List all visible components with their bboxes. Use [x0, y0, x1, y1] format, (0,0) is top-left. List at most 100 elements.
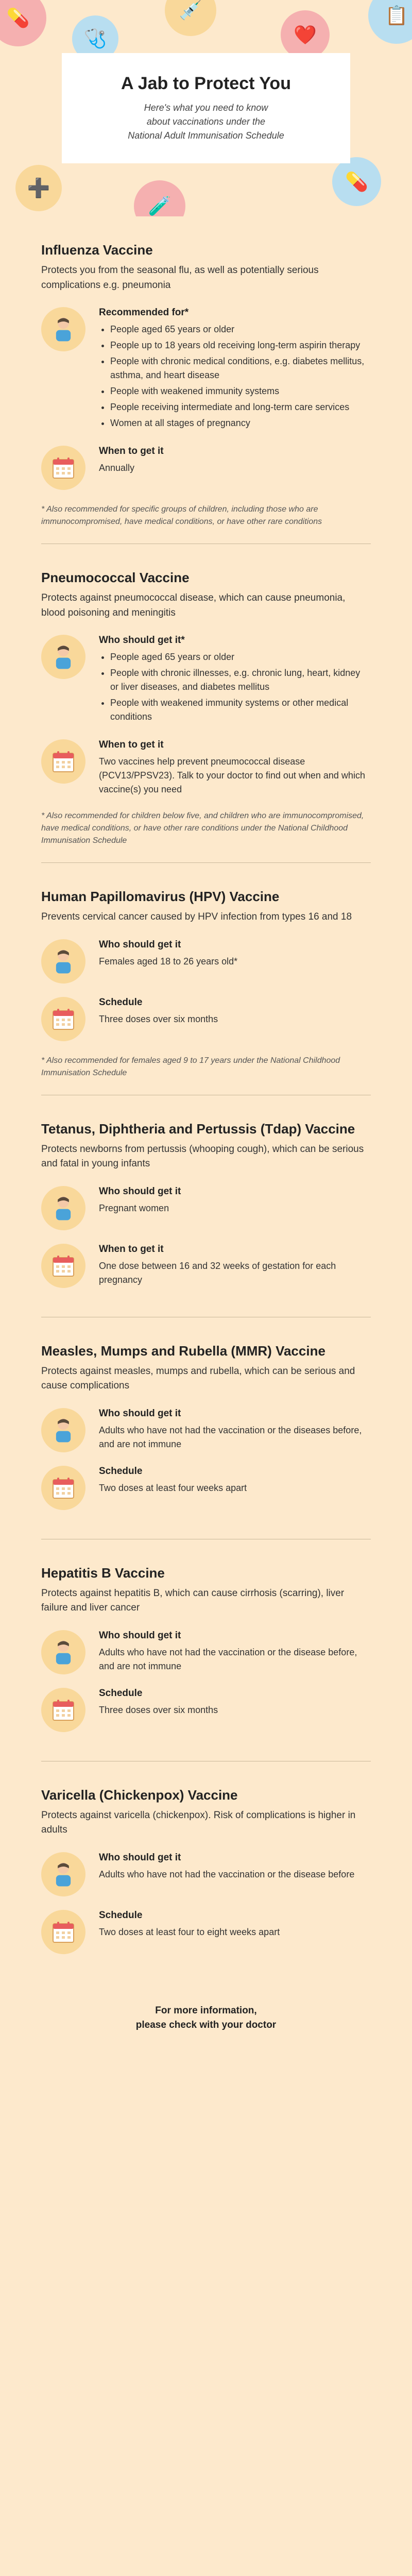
list-item: People aged 65 years or older	[110, 650, 371, 664]
person-icon	[50, 1417, 76, 1443]
hero-title: A Jab to Protect You	[77, 74, 335, 94]
when-row: When to get it Two vaccines help prevent…	[41, 739, 371, 796]
vaccine-desc: Protects against pneumococcal disease, w…	[41, 591, 371, 620]
icon-circle	[41, 939, 85, 984]
vaccine-title: Hepatitis B Vaccine	[41, 1565, 371, 1581]
icon-circle	[41, 1852, 85, 1896]
person-icon	[50, 316, 76, 342]
calendar-icon	[52, 456, 75, 479]
vaccine-section: Varicella (Chickenpox) Vaccine Protects …	[41, 1761, 371, 1983]
who-heading: Who should get it*	[99, 635, 371, 646]
calendar-icon	[52, 1921, 75, 1943]
hero-decor-icon: ➕	[15, 165, 62, 211]
who-row: Recommended for* People aged 65 years or…	[41, 307, 371, 432]
who-row: Who should get it Adults who have not ha…	[41, 1630, 371, 1674]
vaccine-desc: Protects against measles, mumps and rube…	[41, 1364, 371, 1394]
when-body: Two doses at least four to eight weeks a…	[99, 1925, 371, 1939]
vaccine-title: Measles, Mumps and Rubella (MMR) Vaccine	[41, 1343, 371, 1359]
icon-circle	[41, 997, 85, 1041]
list-item: People with weakened immunity systems	[110, 384, 371, 398]
calendar-icon	[52, 750, 75, 773]
when-body: Three doses over six months	[99, 1012, 371, 1026]
icon-circle	[41, 307, 85, 351]
who-list: People aged 65 years or older People with…	[99, 650, 371, 724]
icon-circle	[41, 1688, 85, 1732]
hero-decor-icon: 💉	[165, 0, 216, 36]
vaccine-title: Influenza Vaccine	[41, 242, 371, 258]
icon-circle	[41, 1186, 85, 1230]
when-body: Three doses over six months	[99, 1703, 371, 1717]
vaccine-title: Varicella (Chickenpox) Vaccine	[41, 1787, 371, 1803]
who-row: Who should get it Adults who have not ha…	[41, 1408, 371, 1452]
who-row: Who should get it* People aged 65 years …	[41, 635, 371, 726]
calendar-icon	[52, 1477, 75, 1499]
who-body: Pregnant women	[99, 1201, 371, 1215]
who-heading: Recommended for*	[99, 307, 371, 318]
vaccine-section: Measles, Mumps and Rubella (MMR) Vaccine…	[41, 1317, 371, 1539]
who-body: Adults who have not had the vaccination …	[99, 1646, 371, 1673]
list-item: People aged 65 years or older	[110, 323, 371, 336]
when-row: Schedule Three doses over six months	[41, 1688, 371, 1732]
who-heading: Who should get it	[99, 1408, 371, 1419]
when-body: Two doses at least four weeks apart	[99, 1481, 371, 1495]
who-heading: Who should get it	[99, 1852, 371, 1863]
calendar-icon	[52, 1008, 75, 1030]
vaccine-title: Tetanus, Diphtheria and Pertussis (Tdap)…	[41, 1121, 371, 1137]
footer-line: For more information,	[155, 2005, 256, 2016]
person-icon	[50, 1639, 76, 1665]
who-row: Who should get it Adults who have not ha…	[41, 1852, 371, 1896]
footnote: * Also recommended for children below fi…	[41, 810, 371, 847]
icon-circle	[41, 635, 85, 679]
icon-circle	[41, 1408, 85, 1452]
vaccine-title: Pneumococcal Vaccine	[41, 570, 371, 586]
vaccine-section: Pneumococcal Vaccine Protects against pn…	[41, 544, 371, 862]
who-list: People aged 65 years or older People up t…	[99, 323, 371, 430]
hero-decor-icon: 📋	[368, 0, 412, 44]
icon-circle	[41, 446, 85, 490]
vaccine-section: Influenza Vaccine Protects you from the …	[0, 216, 412, 544]
person-icon	[50, 948, 76, 974]
when-body: One dose between 16 and 32 weeks of gest…	[99, 1259, 371, 1287]
when-row: Schedule Three doses over six months	[41, 997, 371, 1041]
hero-decor-icon: 💊	[332, 157, 381, 206]
vaccine-title: Human Papillomavirus (HPV) Vaccine	[41, 889, 371, 905]
who-row: Who should get it Pregnant women	[41, 1186, 371, 1230]
who-body: Adults who have not had the vaccination …	[99, 1868, 371, 1882]
icon-circle	[41, 739, 85, 784]
who-body: Adults who have not had the vaccination …	[99, 1423, 371, 1451]
list-item: People with chronic illnesses, e.g. chro…	[110, 666, 371, 694]
vaccine-desc: Protects you from the seasonal flu, as w…	[41, 263, 371, 293]
hero-card: A Jab to Protect You Here's what you nee…	[62, 53, 350, 163]
who-body: Females aged 18 to 26 years old*	[99, 955, 371, 969]
when-body: Annually	[99, 461, 371, 475]
when-body: Two vaccines help prevent pneumococcal d…	[99, 755, 371, 796]
when-row: When to get it One dose between 16 and 3…	[41, 1244, 371, 1288]
when-row: When to get it Annually	[41, 446, 371, 490]
vaccine-section: Human Papillomavirus (HPV) Vaccine Preve…	[41, 862, 371, 1095]
calendar-icon	[52, 1255, 75, 1277]
hero-subtitle: Here's what you need to know about vacci…	[77, 101, 335, 143]
list-item: People up to 18 years old receiving long…	[110, 338, 371, 352]
who-heading: Who should get it	[99, 1186, 371, 1197]
who-row: Who should get it Females aged 18 to 26 …	[41, 939, 371, 984]
list-item: Women at all stages of pregnancy	[110, 416, 371, 430]
footer-line: please check with your doctor	[136, 2020, 276, 2030]
hero-decor-icon: ❤️	[281, 10, 330, 59]
calendar-icon	[52, 1699, 75, 1721]
list-item: People with weakened immunity systems or…	[110, 696, 371, 724]
person-icon	[50, 1195, 76, 1221]
who-heading: Who should get it	[99, 1630, 371, 1641]
when-row: Schedule Two doses at least four weeks a…	[41, 1466, 371, 1510]
vaccine-desc: Protects newborns from pertussis (whoopi…	[41, 1142, 371, 1172]
footer: For more information, please check with …	[0, 1983, 412, 2064]
who-heading: Who should get it	[99, 939, 371, 951]
hero-decor-icon: 💊	[0, 0, 46, 46]
icon-circle	[41, 1244, 85, 1288]
when-heading: Schedule	[99, 1910, 371, 1921]
vaccine-desc: Protects against hepatitis B, which can …	[41, 1586, 371, 1616]
when-heading: Schedule	[99, 997, 371, 1008]
hero-decor-icon: 🧪	[134, 180, 185, 216]
list-item: People with chronic medical conditions, …	[110, 354, 371, 382]
icon-circle	[41, 1910, 85, 1954]
when-row: Schedule Two doses at least four to eigh…	[41, 1910, 371, 1954]
